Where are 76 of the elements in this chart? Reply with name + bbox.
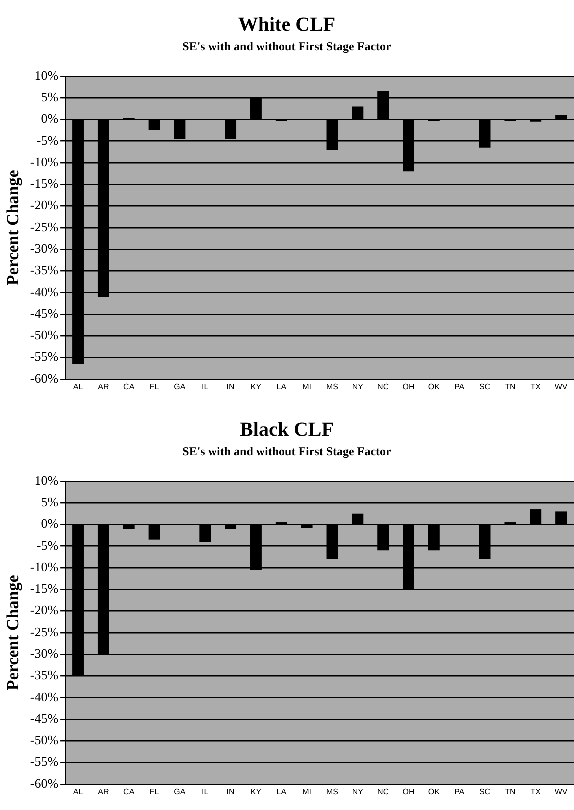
chart-subtitle: SE's with and without First Stage Factor (182, 444, 392, 458)
y-tick-label: -55% (30, 754, 59, 770)
y-tick-label: 5% (41, 89, 59, 104)
y-tick-label: -35% (30, 262, 59, 278)
x-tick-label: MI (302, 382, 312, 392)
y-axis-title: Percent Change (4, 574, 23, 691)
y-tick-label: -30% (30, 240, 59, 256)
x-tick-label: TX (530, 787, 542, 796)
y-tick-label: -20% (30, 198, 59, 213)
x-tick-label: WV (554, 382, 568, 392)
y-tick-label: -50% (30, 732, 59, 748)
y-tick-label: 10% (34, 68, 59, 83)
x-tick-label: IN (226, 382, 236, 392)
x-tick-label: NC (378, 382, 390, 392)
y-tick-label: 5% (41, 494, 59, 510)
x-tick-label: PA (454, 787, 466, 796)
y-tick-label: -50% (30, 328, 59, 343)
x-tick-label: KY (250, 787, 262, 796)
y-tick-label: -15% (30, 581, 59, 596)
x-tick-label: KY (250, 382, 262, 392)
y-tick-label: -60% (30, 776, 59, 791)
y-tick-label: -5% (36, 132, 59, 148)
y-tick-label: -5% (36, 538, 59, 553)
x-tick-label: TN (505, 787, 516, 796)
y-tick-label: -25% (30, 219, 59, 234)
y-tick-label: -10% (30, 154, 59, 170)
x-tick-label: OK (428, 382, 441, 392)
y-tick-label: -40% (30, 284, 59, 300)
x-tick-label: AR (98, 382, 110, 392)
y-axis-title: Percent Change (4, 170, 23, 286)
x-tick-label: SC (479, 382, 491, 392)
y-tick-label: -60% (30, 370, 59, 386)
x-tick-label: AL (73, 382, 84, 392)
y-tick-label: 0% (41, 111, 59, 126)
chart-subtitle: SE's with and without First Stage Factor (182, 39, 392, 54)
y-tick-label: -35% (30, 668, 59, 683)
x-tick-label: CA (124, 787, 136, 796)
x-tick-label: FL (150, 787, 160, 796)
y-tick-label: -25% (30, 624, 59, 640)
x-tick-label: SC (479, 787, 491, 796)
y-tick-label: -15% (30, 176, 59, 192)
y-tick-label: -10% (30, 559, 59, 574)
x-tick-label: TX (530, 382, 542, 392)
x-tick-label: IN (226, 787, 236, 796)
y-tick-label: -30% (30, 646, 59, 661)
x-tick-label: MS (326, 787, 338, 796)
x-tick-label: AL (73, 787, 84, 796)
y-tick-label: -40% (30, 689, 59, 704)
x-tick-label: MS (326, 382, 338, 392)
x-tick-label: OH (402, 787, 415, 796)
x-tick-label: NC (378, 787, 390, 796)
chart-title: White CLF (238, 14, 336, 36)
x-tick-label: TN (505, 382, 516, 392)
x-tick-label: PA (454, 382, 466, 392)
x-tick-label: MI (302, 787, 312, 796)
x-tick-label: AR (98, 787, 110, 796)
y-tick-label: -45% (30, 710, 59, 726)
x-tick-label: NY (352, 787, 364, 796)
x-tick-label: NY (352, 382, 364, 392)
x-tick-label: CA (124, 382, 136, 392)
x-tick-label: OK (428, 787, 441, 796)
y-tick-label: 10% (34, 472, 59, 488)
x-tick-label: WV (554, 787, 568, 796)
x-tick-label: IL (202, 382, 210, 392)
x-tick-label: LA (276, 787, 288, 796)
chart-title: Black CLF (240, 419, 334, 442)
x-tick-label: FL (150, 382, 160, 392)
x-tick-label: OH (402, 382, 415, 392)
x-tick-label: LA (276, 382, 288, 392)
y-tick-label: -45% (30, 306, 59, 321)
y-tick-label: 0% (41, 516, 59, 532)
x-tick-label: IL (202, 787, 210, 796)
x-tick-label: GA (174, 787, 186, 796)
x-tick-label: GA (174, 382, 186, 392)
y-tick-label: -55% (30, 349, 59, 364)
y-tick-label: -20% (30, 602, 59, 618)
